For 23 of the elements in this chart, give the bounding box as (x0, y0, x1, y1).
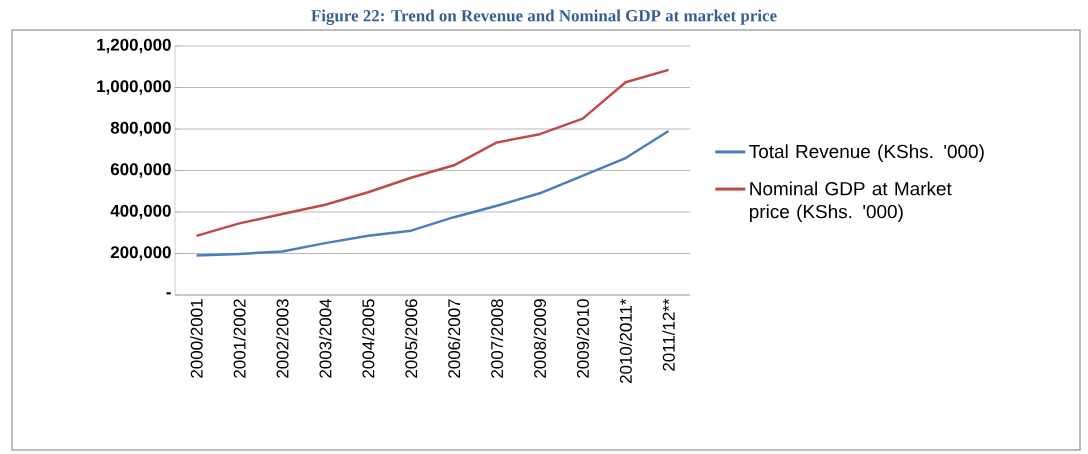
x-tick-label: 2002/2003 (276, 299, 289, 378)
y-tick-label: 600,000 (110, 163, 171, 178)
chart-title: Figure 22: Trend on Revenue and Nominal GDP at market price (311, 9, 777, 25)
x-tick-label: 2008/2009 (533, 299, 547, 378)
y-tick-label: 400,000 (110, 204, 171, 220)
x-tick-label: 2007/2008 (490, 299, 504, 378)
x-tick-label: 2005/2006 (404, 299, 418, 378)
legend-label: Total Revenue (KShs. '000) (749, 144, 984, 162)
x-tick-label: 2000/2001 (190, 299, 203, 378)
y-tick-label: 1,000,000 (97, 80, 171, 95)
y-tick-label: 1,200,000 (97, 38, 171, 54)
x-tick-label: 2001/2002 (233, 299, 246, 378)
x-tick-label: 2004/2005 (361, 299, 375, 378)
x-tick-label: 2009/2010 (576, 299, 589, 378)
x-tick-label: 2006/2007 (447, 299, 461, 378)
y-tick-label: - (166, 292, 171, 295)
legend-label: Nominal GDP at Market price (KShs. '000) (750, 181, 952, 223)
y-tick-label: 200,000 (110, 246, 171, 261)
y-tick-label: 800,000 (110, 121, 171, 137)
x-tick-label: 2010/2011* (619, 298, 632, 384)
x-tick-label: 2011/12** (662, 298, 675, 371)
x-tick-label: 2003/2004 (319, 299, 332, 378)
line-series (195, 68, 670, 238)
